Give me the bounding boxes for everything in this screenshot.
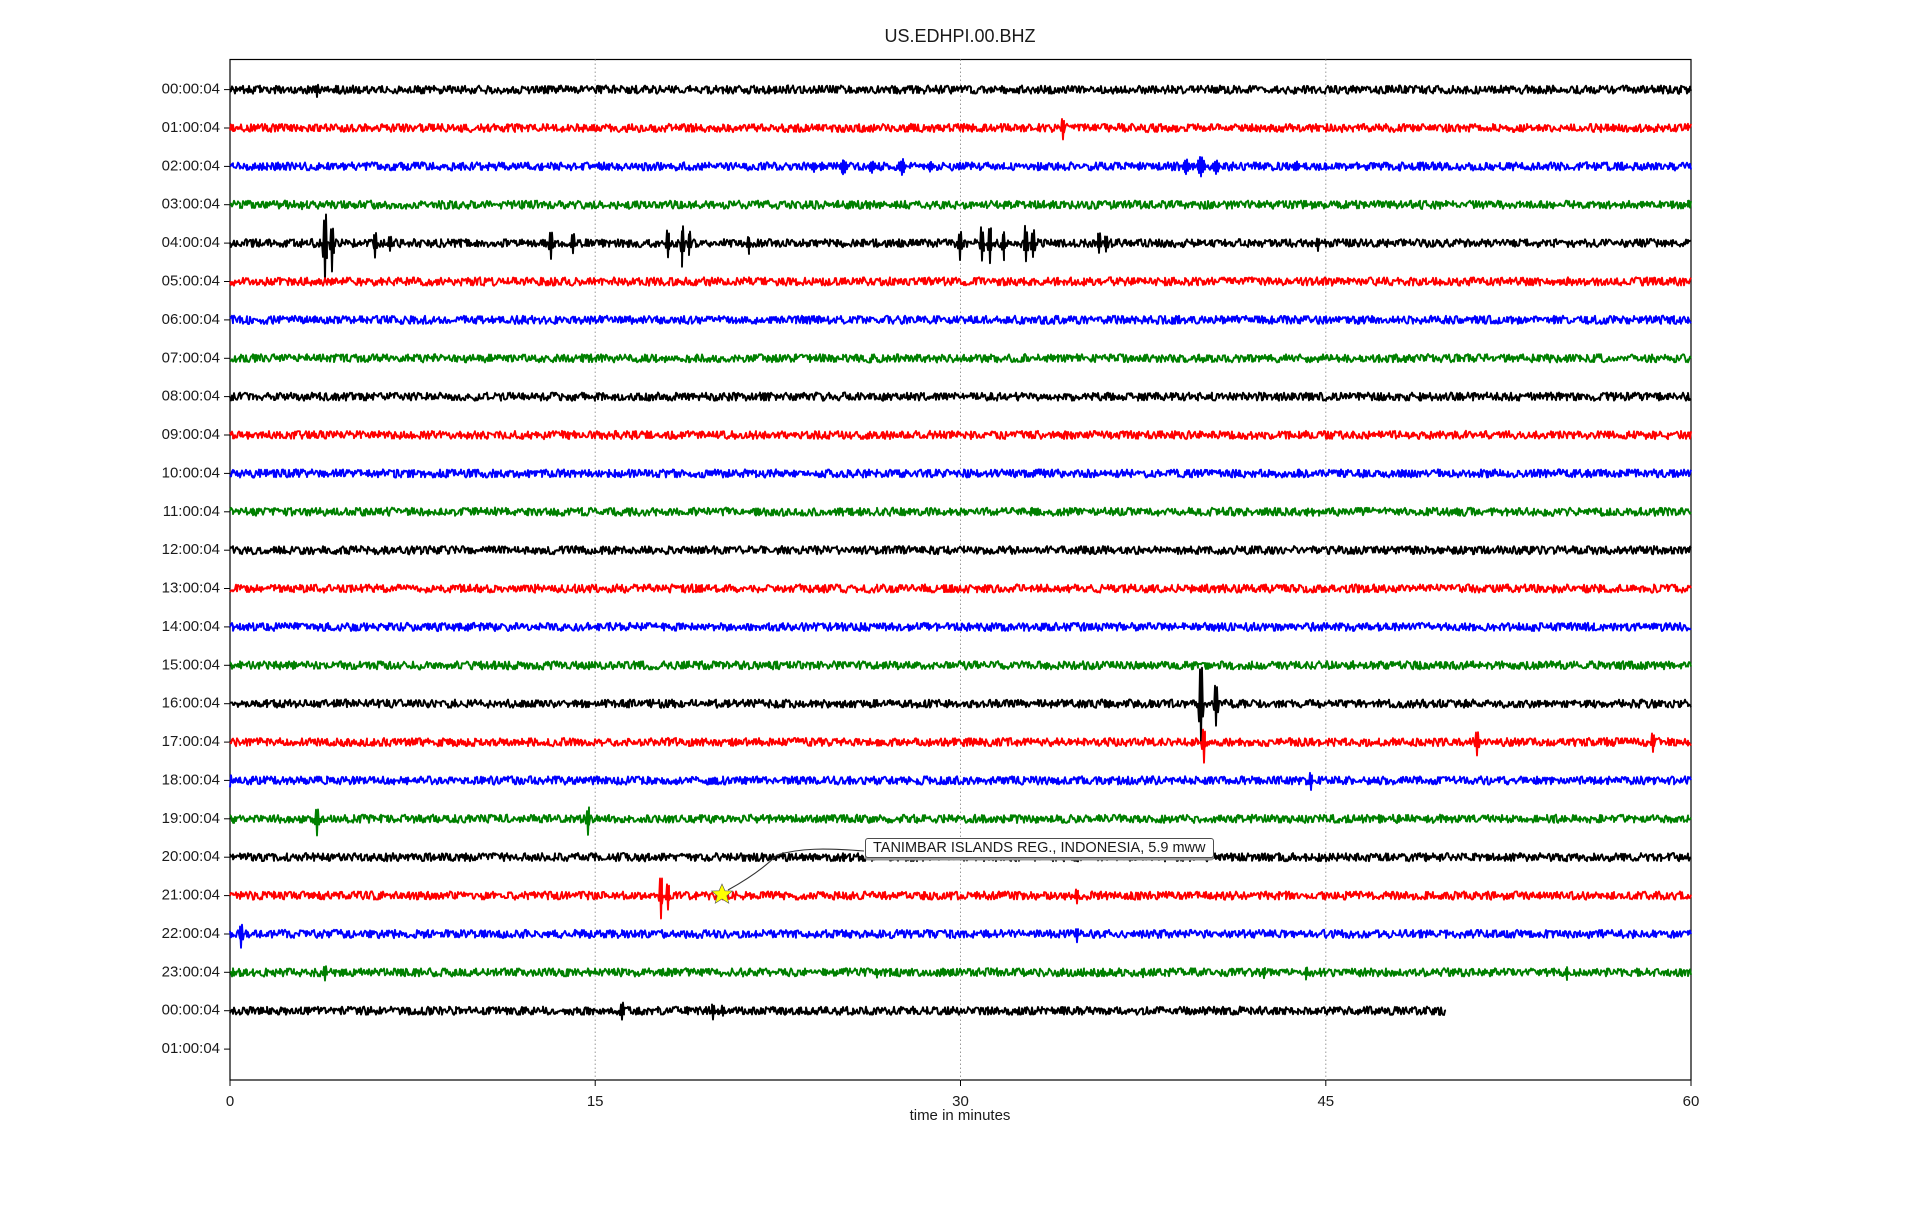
svg-text:17:00:04: 17:00:04 <box>162 733 220 750</box>
svg-text:11:00:04: 11:00:04 <box>163 503 220 520</box>
svg-text:01:00:04: 01:00:04 <box>162 1040 220 1057</box>
svg-text:21:00:04: 21:00:04 <box>162 887 220 904</box>
svg-text:03:00:04: 03:00:04 <box>162 196 220 213</box>
svg-text:02:00:04: 02:00:04 <box>162 157 220 174</box>
svg-text:04:00:04: 04:00:04 <box>162 234 220 251</box>
svg-text:12:00:04: 12:00:04 <box>162 541 220 558</box>
svg-text:14:00:04: 14:00:04 <box>162 618 220 635</box>
svg-text:05:00:04: 05:00:04 <box>162 273 220 290</box>
svg-text:08:00:04: 08:00:04 <box>162 388 220 405</box>
svg-text:06:00:04: 06:00:04 <box>162 311 220 328</box>
svg-text:23:00:04: 23:00:04 <box>162 963 220 980</box>
svg-text:20:00:04: 20:00:04 <box>162 848 220 865</box>
svg-text:13:00:04: 13:00:04 <box>162 580 220 597</box>
svg-text:18:00:04: 18:00:04 <box>162 771 220 788</box>
svg-text:00:00:04: 00:00:04 <box>162 1002 220 1019</box>
svg-text:16:00:04: 16:00:04 <box>162 695 220 712</box>
svg-text:00:00:04: 00:00:04 <box>162 81 220 98</box>
svg-text:01:00:04: 01:00:04 <box>162 119 220 136</box>
svg-text:15:00:04: 15:00:04 <box>162 656 220 673</box>
svg-text:07:00:04: 07:00:04 <box>162 349 220 366</box>
svg-text:19:00:04: 19:00:04 <box>162 810 220 827</box>
svg-text:09:00:04: 09:00:04 <box>162 426 220 443</box>
svg-text:22:00:04: 22:00:04 <box>162 925 220 942</box>
svg-text:10:00:04: 10:00:04 <box>162 464 220 481</box>
